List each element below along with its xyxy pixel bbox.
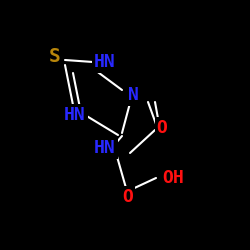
Text: N: N: [128, 86, 138, 104]
Text: O: O: [156, 119, 168, 137]
Text: HN: HN: [94, 139, 116, 157]
Text: O: O: [122, 188, 134, 206]
Text: HN: HN: [64, 106, 86, 124]
Text: S: S: [49, 48, 61, 66]
Text: OH: OH: [162, 169, 184, 187]
Text: HN: HN: [94, 53, 116, 71]
